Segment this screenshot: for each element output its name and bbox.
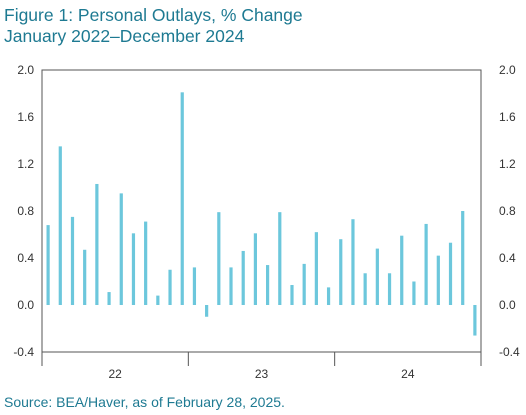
bar — [205, 305, 209, 317]
y-tick-label-left: -0.4 — [13, 345, 34, 359]
bar — [266, 265, 270, 305]
plot-border — [41, 69, 482, 353]
bar — [70, 216, 75, 306]
bar — [400, 235, 404, 305]
bar — [253, 233, 257, 305]
bar — [83, 249, 87, 305]
bar — [424, 223, 428, 305]
chart-title-line2: January 2022–December 2024 — [4, 26, 245, 46]
y-tick-label-left: 0.0 — [17, 298, 34, 312]
bar — [375, 248, 379, 305]
bar — [302, 263, 306, 306]
y-tick-label-right: 0.8 — [499, 204, 516, 218]
bar — [156, 295, 160, 305]
y-axis-left: 2.0 1.6 1.2 0.8 0.4 0.0 -0.4 — [13, 63, 34, 359]
bar — [95, 183, 99, 305]
y-axis-right: 2.0 1.6 1.2 0.8 0.4 0.0 -0.4 — [499, 63, 520, 359]
plot-frame — [41, 69, 482, 353]
bar — [192, 267, 197, 305]
x-axis: 22 23 24 — [41, 352, 482, 381]
chart-title-line1: Figure 1: Personal Outlays, % Change — [4, 5, 303, 25]
bar — [58, 146, 62, 305]
x-year-label: 24 — [401, 367, 415, 381]
bar — [473, 305, 477, 336]
bar — [351, 219, 355, 305]
y-tick-label-right: 0.0 — [499, 298, 516, 312]
bar — [461, 211, 465, 305]
y-tick-label-left: 0.8 — [17, 204, 34, 218]
bar — [326, 287, 331, 306]
bar — [168, 269, 172, 305]
bar — [412, 281, 416, 305]
y-tick-label-left: 0.4 — [17, 251, 34, 265]
bars-group — [46, 92, 477, 336]
source-note: Source: BEA/Haver, as of February 28, 20… — [4, 394, 285, 410]
y-tick-label-right: 1.2 — [499, 157, 516, 171]
bar — [436, 255, 440, 305]
bar — [229, 267, 233, 305]
y-tick-label-right: 1.6 — [499, 110, 516, 124]
bar — [107, 292, 111, 305]
bar — [119, 193, 123, 305]
bar — [339, 239, 343, 305]
x-year-label: 23 — [255, 367, 269, 381]
chart-title: Figure 1: Personal Outlays, % Change Jan… — [4, 5, 303, 47]
bar — [46, 225, 50, 305]
y-tick-label-right: 0.4 — [499, 251, 516, 265]
y-tick-label-left: 1.6 — [17, 110, 34, 124]
y-tick-label-right: 2.0 — [499, 63, 516, 77]
bar — [387, 273, 392, 305]
bar — [131, 233, 136, 305]
bar — [314, 232, 318, 305]
y-tick-label-left: 1.2 — [17, 157, 34, 171]
bar — [278, 212, 282, 305]
bar — [241, 250, 245, 305]
bar — [217, 212, 221, 305]
x-year-label: 22 — [108, 367, 122, 381]
y-tick-label-left: 2.0 — [17, 63, 34, 77]
bar — [144, 221, 148, 305]
bar — [448, 242, 453, 305]
bar — [363, 273, 367, 305]
y-tick-label-right: -0.4 — [499, 345, 520, 359]
bar — [180, 92, 184, 305]
bar — [290, 285, 294, 305]
